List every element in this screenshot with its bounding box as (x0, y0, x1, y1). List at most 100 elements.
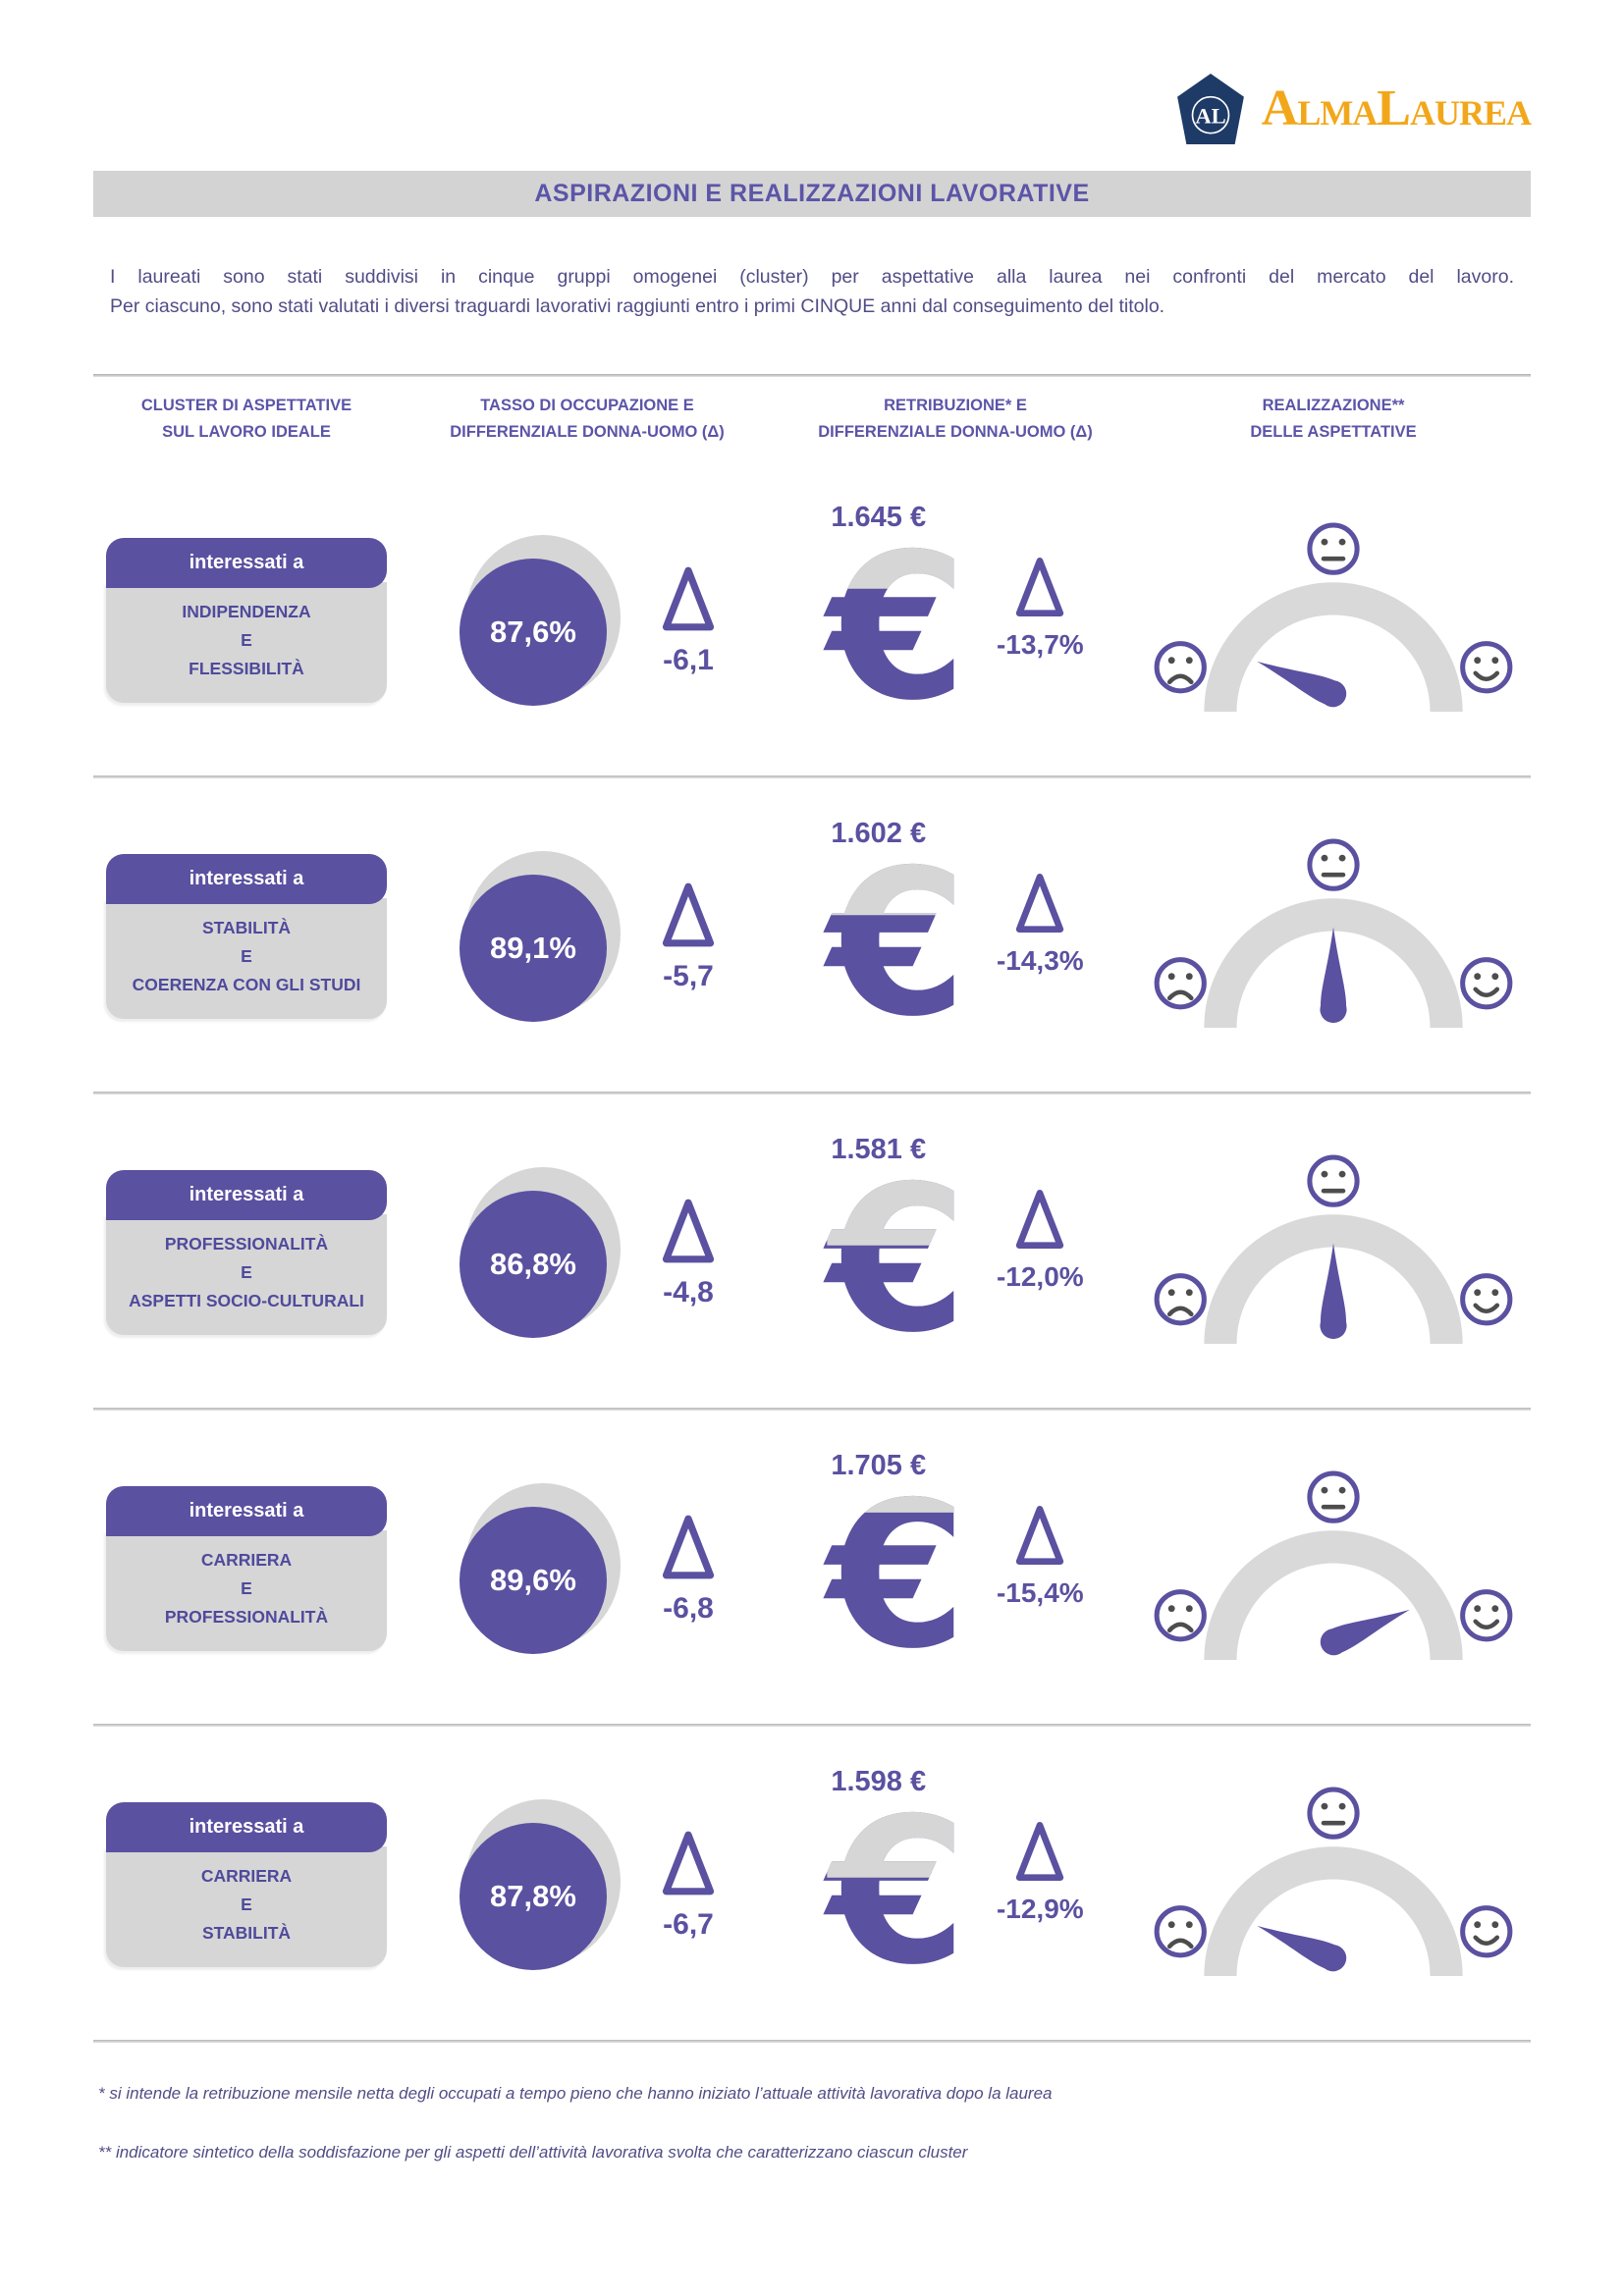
happy-face-icon (1460, 1273, 1513, 1326)
cluster-tag: interessati a (106, 1170, 387, 1221)
gauge-arc (1204, 582, 1463, 713)
employment-rate-value: 89,6% (490, 1563, 576, 1598)
divider (93, 374, 1531, 378)
cluster-card: interessati a INDIPENDENZA E FLESSIBILIT… (106, 538, 387, 704)
gauge-needle-icon (1257, 1926, 1347, 1972)
intro-line-1: I laureati sono stati suddivisi in cinqu… (110, 266, 1514, 288)
header: AL AlmaLaurea (0, 0, 1624, 147)
delta-icon (1016, 874, 1064, 934)
euro-symbol-purple: € (827, 1775, 967, 2009)
euro-symbol-gray-cap: € (827, 1775, 967, 2009)
salary-value: 1.705 € (831, 1449, 927, 1481)
employment-rate-disc: 89,6% (460, 1507, 607, 1655)
euro-symbol-gray-cap: € (827, 827, 967, 1061)
column-headers: CLUSTER DI ASPETTATIVE SUL LAVORO IDEALE… (93, 377, 1531, 462)
cluster-name: CARRIERA E PROFESSIONALITÀ (106, 1530, 387, 1652)
happy-face-icon (1460, 957, 1513, 1010)
column-header-realizzazione: REALIZZAZIONE** DELLE ASPETTATIVE (1250, 397, 1417, 441)
sad-face-icon (1154, 1905, 1207, 1958)
gauge-needle-icon (1257, 662, 1347, 708)
employment-rate-circle: 89,1% (460, 851, 621, 1023)
salary-gap-value: -13,7% (996, 629, 1084, 661)
column-header-occupazione: TASSO DI OCCUPAZIONE E DIFFERENZIALE DON… (450, 397, 725, 441)
neutral-face-icon (1307, 1787, 1360, 1840)
employment-rate-value: 86,8% (490, 1247, 576, 1282)
employment-rate-value: 87,8% (490, 1879, 576, 1914)
column-header-retribuzione: RETRIBUZIONE* E DIFFERENZIALE DONNA-UOMO… (818, 397, 1093, 441)
euro-symbol-gray-cap: € (827, 1143, 967, 1377)
gauge-needle-icon (1320, 1243, 1347, 1340)
salary-gap-value: -15,4% (996, 1577, 1084, 1609)
intro-paragraph: I laureati sono stati suddivisi in cinqu… (110, 262, 1514, 321)
euro-fill-icon: € € (827, 510, 967, 745)
employment-rate-disc: 87,6% (460, 559, 607, 707)
salary-indicator: 1.602 € € € (827, 818, 967, 1056)
title-bar: ASPIRAZIONI E REALIZZAZIONI LAVORATIVE (93, 171, 1531, 217)
delta-icon (662, 882, 715, 947)
delta-icon (662, 1199, 715, 1263)
employment-gap-value: -6,7 (663, 1908, 714, 1942)
salary-gender-gap: -12,9% (997, 1819, 1084, 1925)
employment-gap-value: -5,7 (663, 960, 714, 993)
cluster-tag: interessati a (106, 538, 387, 589)
cluster-card: interessati a CARRIERA E STABILITÀ (106, 1802, 387, 1968)
footnotes: * si intende la retribuzione mensile net… (98, 2084, 1531, 2163)
employment-rate-value: 87,6% (490, 614, 576, 650)
cluster-row: interessati a PROFESSIONALITÀ E ASPETTI … (93, 1095, 1531, 1412)
cluster-name: INDIPENDENZA E FLESSIBILITÀ (106, 582, 387, 704)
salary-value: 1.602 € (831, 817, 927, 849)
salary-gender-gap: -15,4% (997, 1503, 1084, 1609)
cluster-card: interessati a CARRIERA E PROFESSIONALITÀ (106, 1486, 387, 1652)
cluster-tag: interessati a (106, 1486, 387, 1537)
badge-text: AL (1195, 103, 1225, 128)
realization-gauge (1154, 1154, 1513, 1345)
gauge-needle-icon (1320, 1610, 1410, 1656)
page-title: ASPIRAZIONI E REALIZZAZIONI LAVORATIVE (534, 180, 1090, 207)
cluster-rows: interessati a INDIPENDENZA E FLESSIBILIT… (0, 462, 1624, 2044)
employment-gap-value: -4,8 (663, 1276, 714, 1309)
salary-gender-gap: -13,7% (997, 555, 1084, 661)
employment-rate-value: 89,1% (490, 931, 576, 966)
salary-value: 1.581 € (831, 1133, 927, 1165)
cluster-name: CARRIERA E STABILITÀ (106, 1846, 387, 1968)
employment-gap-value: -6,1 (663, 644, 714, 677)
euro-fill-icon: € € (827, 1143, 967, 1377)
neutral-face-icon (1307, 838, 1360, 891)
cluster-name: PROFESSIONALITÀ E ASPETTI SOCIO-CULTURAL… (106, 1214, 387, 1336)
realization-gauge (1154, 522, 1513, 713)
euro-symbol-purple: € (827, 1143, 967, 1377)
column-header-cluster: CLUSTER DI ASPETTATIVE SUL LAVORO IDEALE (140, 397, 352, 441)
happy-face-icon (1460, 1905, 1513, 1958)
salary-indicator: 1.645 € € € (827, 502, 967, 740)
salary-indicator: 1.581 € € € (827, 1134, 967, 1372)
cluster-row: interessati a CARRIERA E STABILITÀ 87,8% (93, 1727, 1531, 2044)
cluster-card: interessati a PROFESSIONALITÀ E ASPETTI … (106, 1170, 387, 1336)
neutral-face-icon (1307, 1154, 1360, 1207)
cluster-name: STABILITÀ E COERENZA CON GLI STUDI (106, 898, 387, 1020)
euro-symbol-purple: € (827, 510, 967, 745)
employment-rate-circle: 89,6% (460, 1483, 621, 1655)
cluster-row: interessati a STABILITÀ E COERENZA CON G… (93, 778, 1531, 1095)
happy-face-icon (1460, 1589, 1513, 1642)
employment-rate-disc: 86,8% (460, 1191, 607, 1339)
happy-face-icon (1460, 641, 1513, 694)
employment-rate-disc: 89,1% (460, 875, 607, 1023)
euro-fill-icon: € € (827, 1459, 967, 1693)
salary-gap-value: -14,3% (996, 945, 1084, 977)
euro-symbol-gray-cap: € (827, 1459, 967, 1693)
sad-face-icon (1154, 957, 1207, 1010)
employment-rate-disc: 87,8% (460, 1823, 607, 1971)
cluster-card: interessati a STABILITÀ E COERENZA CON G… (106, 854, 387, 1020)
employment-gender-gap: -6,8 (662, 1512, 715, 1626)
neutral-face-icon (1307, 1470, 1360, 1523)
employment-gender-gap: -6,1 (662, 563, 715, 677)
gauge-arc (1204, 1846, 1463, 1977)
gauge-arc (1204, 898, 1463, 1029)
salary-gender-gap: -12,0% (997, 1187, 1084, 1293)
cluster-row: interessati a CARRIERA E PROFESSIONALITÀ… (93, 1411, 1531, 1728)
employment-rate-circle: 87,8% (460, 1799, 621, 1971)
salary-indicator: 1.598 € € € (827, 1766, 967, 2004)
realization-gauge (1154, 1787, 1513, 1977)
gauge-arc (1204, 1530, 1463, 1661)
